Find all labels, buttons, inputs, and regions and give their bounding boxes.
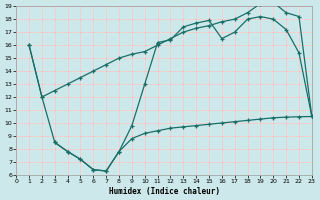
X-axis label: Humidex (Indice chaleur): Humidex (Indice chaleur) (108, 187, 220, 196)
